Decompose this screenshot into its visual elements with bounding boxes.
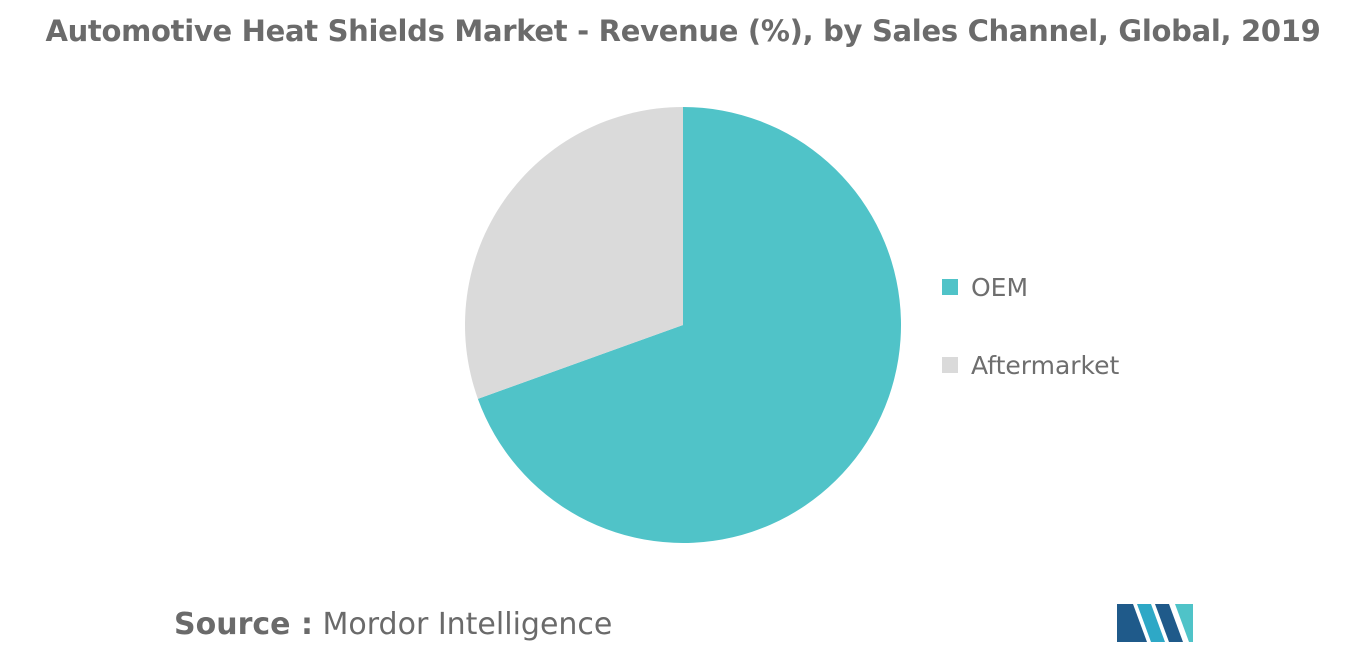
legend-label-aftermarket: Aftermarket (971, 350, 1120, 380)
source-prefix: Source : (174, 607, 313, 642)
pie-slice-oem (477, 107, 902, 543)
mordor-intelligence-logo-icon (1117, 604, 1193, 642)
legend-label-oem: OEM (971, 272, 1029, 302)
source-name: Mordor Intelligence (322, 607, 613, 642)
pie-slice-aftermarket (465, 107, 683, 399)
source-note: Source : Mordor Intelligence (174, 607, 612, 642)
legend-item-oem: OEM (942, 270, 1028, 304)
legend-swatch-oem (942, 279, 958, 295)
legend-item-aftermarket: Aftermarket (942, 348, 1119, 382)
legend-swatch-aftermarket (942, 357, 958, 373)
chart-title: Automotive Heat Shields Market - Revenue… (45, 14, 1321, 48)
